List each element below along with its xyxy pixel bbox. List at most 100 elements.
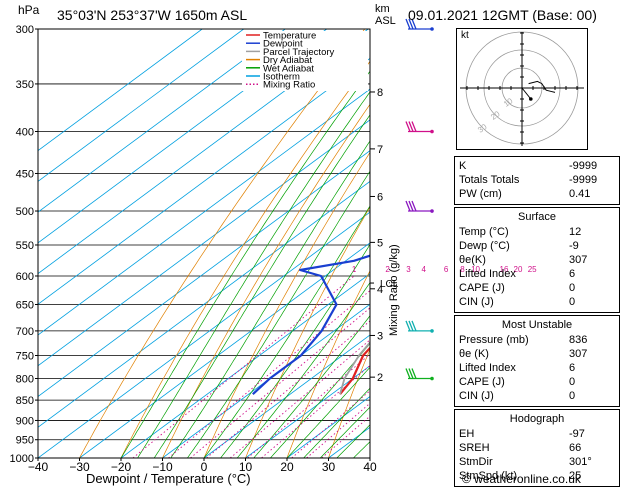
isotherm — [0, 29, 410, 458]
km-tick-label: 8 — [377, 87, 383, 99]
wet-adiabat — [171, 29, 447, 458]
index-value: 0.41 — [569, 187, 615, 201]
index-label: θe(K) — [459, 253, 486, 267]
wet-adiabat — [187, 29, 464, 458]
x-tick-label: 30 — [322, 460, 336, 474]
pressure-tick-label: 350 — [16, 79, 34, 91]
surface-title: Surface — [459, 210, 615, 224]
index-row: CAPE (J) 0 — [459, 375, 615, 389]
km-tick-label: 5 — [377, 237, 383, 249]
altitude-unit: km ASL — [375, 3, 396, 27]
index-row: Pressure (mb) 836 — [459, 333, 615, 347]
index-label: CIN (J) — [459, 389, 494, 403]
index-value: 6 — [569, 267, 615, 281]
isotherm — [0, 29, 451, 458]
index-row: CIN (J) 0 — [459, 389, 615, 403]
dry-adiabat — [80, 29, 365, 458]
isotherm — [0, 29, 327, 458]
km-tick-label: 3 — [377, 330, 383, 342]
isotherm — [0, 29, 285, 458]
wet-adiabat — [138, 29, 416, 458]
pressure-tick-label: 500 — [16, 206, 34, 218]
index-label: EH — [459, 427, 474, 441]
pressure-unit: hPa — [18, 3, 39, 17]
index-label: CIN (J) — [459, 295, 494, 309]
pressure-tick-label: 850 — [16, 395, 34, 407]
wind-barb-dot — [430, 209, 434, 213]
pressure-tick-label: 950 — [16, 435, 34, 447]
index-row: StmDir 301° — [459, 455, 615, 469]
wind-barb — [406, 321, 434, 333]
index-value: 301° — [569, 455, 615, 469]
pressure-tick-label: 650 — [16, 300, 34, 312]
mixing-ratio-label: 3 — [406, 265, 411, 274]
pressure-tick-label: 900 — [16, 415, 34, 427]
mixing-ratio-line — [248, 276, 463, 458]
index-value: 0 — [569, 281, 615, 295]
copyright: © weatheronline.co.uk — [462, 472, 581, 486]
hodograph-unit: kt — [461, 30, 469, 41]
mixing-ratio-line — [190, 276, 408, 458]
index-value: -9999 — [569, 173, 615, 187]
index-label: SREH — [459, 441, 490, 455]
index-row: Lifted Index 6 — [459, 361, 615, 375]
index-row: θe(K)307 — [459, 253, 615, 267]
km-tick-label: 7 — [377, 144, 383, 156]
wind-barb — [406, 122, 434, 134]
wind-barb-dot — [430, 329, 434, 333]
index-row: SREH 66 — [459, 441, 615, 455]
hodograph-indices-title: Hodograph — [459, 412, 615, 426]
index-row: PW (cm) 0.41 — [459, 187, 615, 201]
index-label: PW (cm) — [459, 187, 502, 201]
wind-barb — [406, 201, 434, 213]
pressure-tick-label: 750 — [16, 350, 34, 362]
index-value: 6 — [569, 361, 615, 375]
x-tick-label: 20 — [280, 460, 294, 474]
mixing-ratio-axis-label: Mixing Ratio (g/kg) — [388, 244, 400, 336]
index-value: 66 — [569, 441, 615, 455]
dry-adiabat — [163, 29, 424, 458]
index-label: Temp (°C) — [459, 225, 509, 239]
mixing-ratio-label: 6 — [444, 265, 449, 274]
index-row: Temp (°C) 12 — [459, 225, 615, 239]
index-value: -97 — [569, 427, 615, 441]
index-value: 836 — [569, 333, 615, 347]
index-row: EH -97 — [459, 427, 615, 441]
most-unstable-title: Most Unstable — [459, 318, 615, 332]
index-value: 0 — [569, 389, 615, 403]
index-label: Dewp (°C) — [459, 239, 510, 253]
altitude-unit-asl: ASL — [375, 15, 396, 27]
index-row: K-9999 — [459, 159, 615, 173]
wet-adiabat — [121, 29, 401, 458]
index-label: Lifted Index — [459, 361, 516, 375]
km-tick-label: 6 — [377, 191, 383, 203]
index-row: Dewp (°C) -9 — [459, 239, 615, 253]
index-label: θe (K) — [459, 347, 489, 361]
station-location: 35°03'N 253°37'W 1650m ASL — [57, 7, 247, 23]
index-value: 0 — [569, 375, 615, 389]
plot-frame — [38, 29, 370, 458]
index-row: θe (K)307 — [459, 347, 615, 361]
wind-barb-dot — [430, 27, 434, 31]
index-label: StmDir — [459, 455, 493, 469]
index-value: 12 — [569, 225, 615, 239]
index-row: Totals Totals -9999 — [459, 173, 615, 187]
x-tick-label: 40 — [363, 460, 377, 474]
dry-adiabat — [619, 29, 629, 458]
dry-adiabat — [204, 29, 453, 458]
index-value: -9 — [569, 239, 615, 253]
x-tick-label: −40 — [28, 460, 49, 474]
index-label: Pressure (mb) — [459, 333, 529, 347]
forecast-datetime: 09.01.2021 12GMT (Base: 00) — [408, 7, 597, 23]
index-label: Totals Totals — [459, 173, 519, 187]
pressure-tick-label: 600 — [16, 271, 34, 283]
mixing-ratio-label: 4 — [422, 265, 427, 274]
pressure-tick-label: 800 — [16, 373, 34, 385]
index-label: CAPE (J) — [459, 375, 505, 389]
altitude-unit-km: km — [375, 3, 390, 15]
index-row: CAPE (J)0 — [459, 281, 615, 295]
index-value: -9999 — [569, 159, 615, 173]
pressure-tick-label: 400 — [16, 127, 34, 139]
